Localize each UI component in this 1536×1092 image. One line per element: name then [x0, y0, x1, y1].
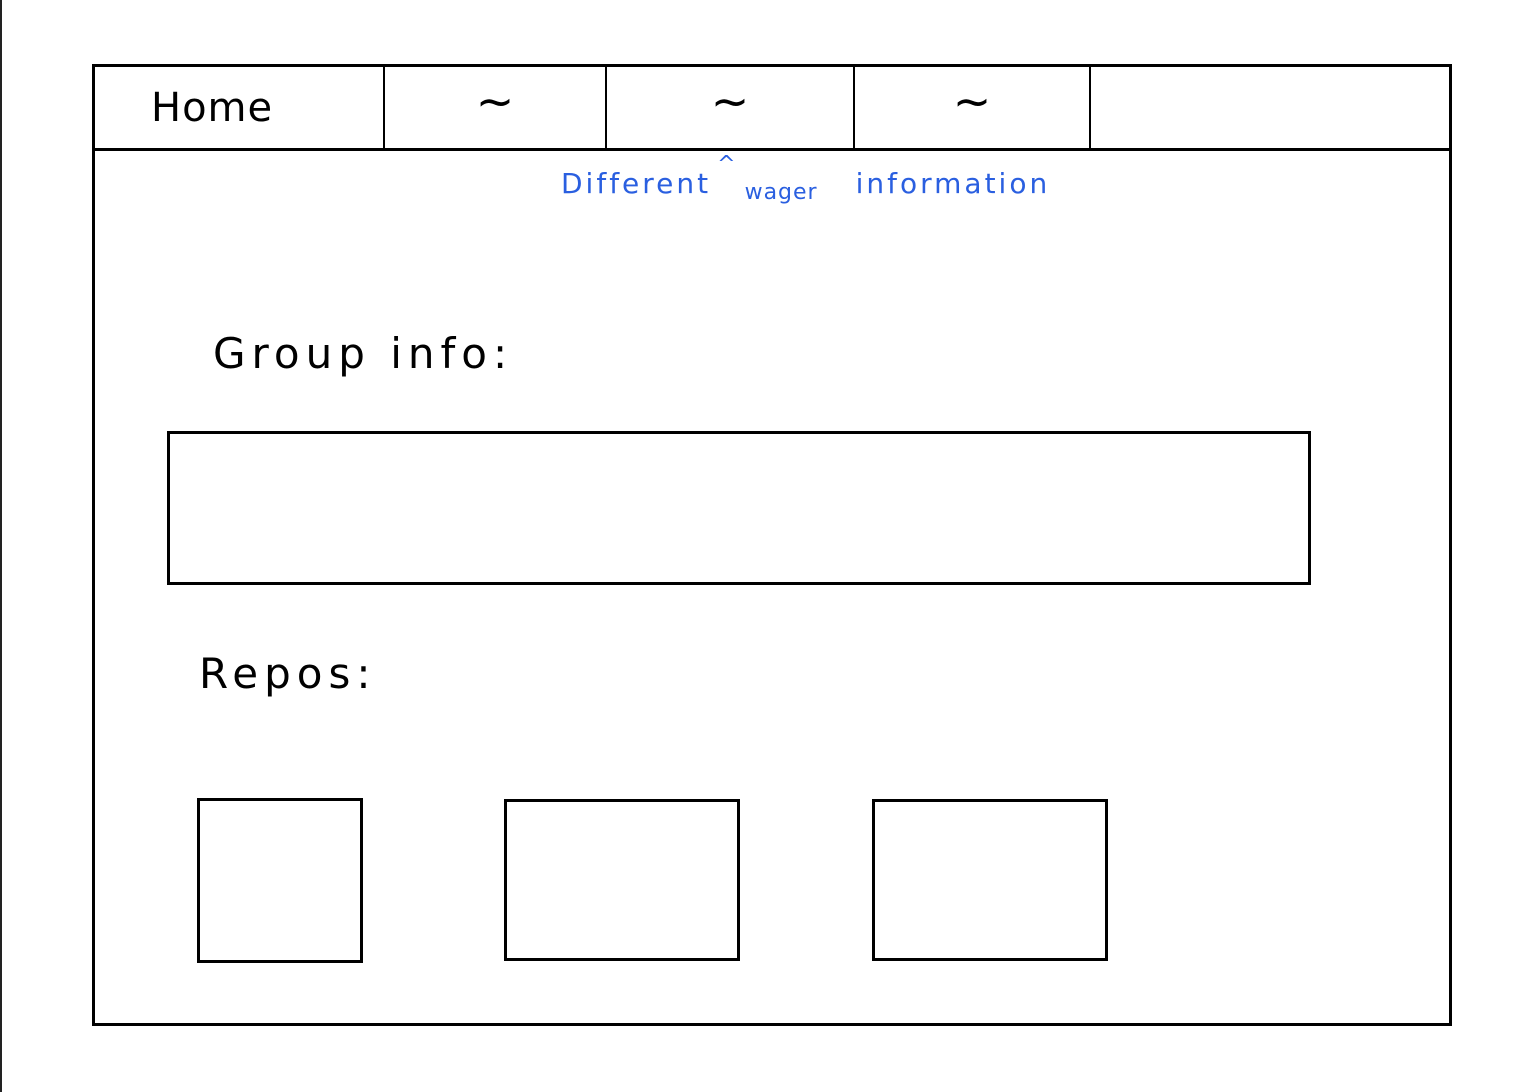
tab-3[interactable]: ~ — [607, 67, 855, 148]
tab-4[interactable]: ~ — [855, 67, 1091, 148]
tab-3-label: ~ — [710, 73, 750, 128]
caret-up-icon: ^ — [717, 152, 739, 177]
tab-2-label: ~ — [475, 73, 515, 128]
design-annotation: Different^wager information — [561, 152, 1051, 205]
group-info-heading: Group info: — [213, 329, 514, 378]
annotation-text-1: Different — [561, 167, 712, 200]
repo-card[interactable] — [197, 798, 363, 963]
repo-card[interactable] — [504, 799, 740, 961]
left-border-line — [0, 0, 2, 1092]
tab-5[interactable] — [1091, 67, 1449, 148]
annotation-text-3: information — [855, 167, 1051, 200]
repos-heading: Repos: — [199, 649, 377, 698]
group-info-panel — [167, 431, 1311, 585]
tab-4-label: ~ — [952, 73, 992, 128]
app-window: Home ~ ~ ~ Different^wager information Gr… — [92, 64, 1452, 1026]
annotation-text-2: wager — [744, 180, 818, 205]
tab-2[interactable]: ~ — [385, 67, 607, 148]
top-navbar: Home ~ ~ ~ — [95, 67, 1449, 151]
repo-card[interactable] — [872, 799, 1108, 961]
tab-home[interactable]: Home — [95, 67, 385, 148]
